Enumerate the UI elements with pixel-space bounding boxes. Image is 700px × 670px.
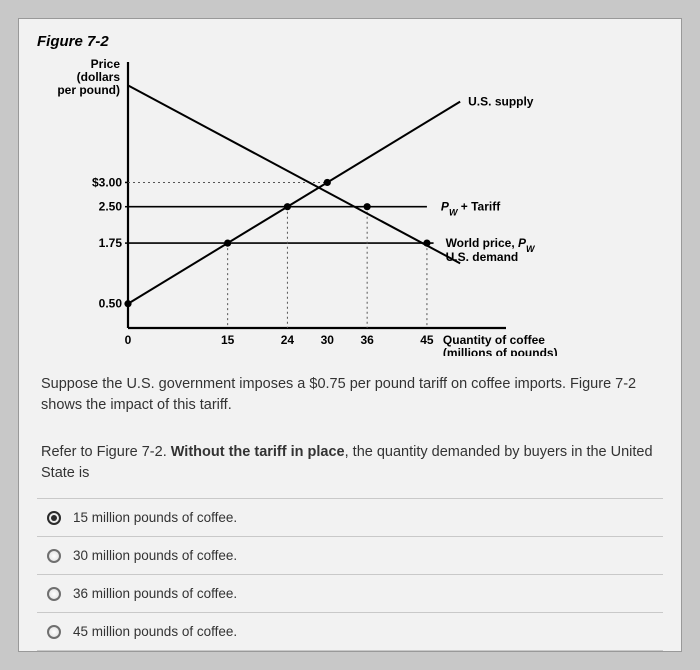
svg-text:Price: Price [91,57,121,71]
svg-text:per pound): per pound) [57,83,120,97]
page: Figure 7-2 Price(dollarsper pound) 0.50 1.… [18,18,682,652]
svg-text:1.75: 1.75 [99,236,123,250]
svg-text:30: 30 [321,333,335,347]
svg-text:U.S. demand: U.S. demand [446,250,519,264]
svg-text:U.S. supply: U.S. supply [468,95,534,109]
option-label: 15 million pounds of coffee. [73,510,237,525]
svg-text:2.50: 2.50 [99,200,123,214]
svg-text:Quantity of coffee: Quantity of coffee [443,333,545,347]
svg-text:0: 0 [125,333,132,347]
svg-text:$3.00: $3.00 [92,175,122,189]
svg-text:(millions of pounds): (millions of pounds) [443,346,558,356]
svg-text:0.50: 0.50 [99,297,123,311]
svg-text:45: 45 [420,333,434,347]
figure-title: Figure 7-2 [37,33,663,50]
intro-text: Suppose the U.S. government imposes a $0… [41,374,659,416]
option-label: 45 million pounds of coffee. [73,624,237,639]
options-list: 15 million pounds of coffee. 30 million p… [37,498,663,651]
radio-icon[interactable] [47,549,61,563]
option-row[interactable]: 30 million pounds of coffee. [37,537,663,575]
tariff-chart: Price(dollarsper pound) 0.50 1.75 2.50 $3.00… [50,56,650,356]
svg-text:PW + Tariff: PW + Tariff [441,200,501,218]
radio-icon[interactable] [47,625,61,639]
svg-text:36: 36 [360,333,374,347]
question-prefix: Refer to Figure 7-2. [41,444,171,460]
question-bold: Without the tariff in place [171,444,345,460]
option-row[interactable]: 15 million pounds of coffee. [37,499,663,537]
option-row[interactable]: 45 million pounds of coffee. [37,613,663,651]
option-row[interactable]: 36 million pounds of coffee. [37,575,663,613]
radio-icon[interactable] [47,587,61,601]
option-label: 36 million pounds of coffee. [73,586,237,601]
question-text: Refer to Figure 7-2. Without the tariff … [41,442,659,484]
radio-icon[interactable] [47,511,61,525]
svg-text:15: 15 [221,333,235,347]
svg-text:24: 24 [281,333,295,347]
svg-text:(dollars: (dollars [77,70,121,84]
option-label: 30 million pounds of coffee. [73,548,237,563]
